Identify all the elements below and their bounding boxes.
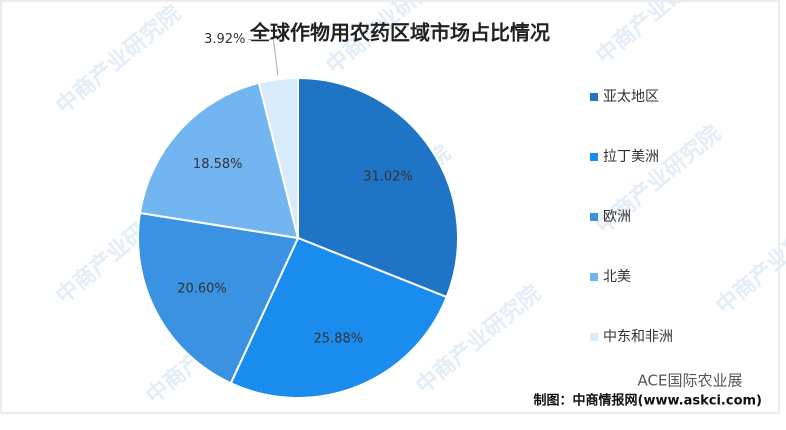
legend-label: 中东和非洲 <box>603 329 673 345</box>
leader-line <box>248 39 279 76</box>
pie-slice <box>138 81 300 240</box>
pie-slice <box>297 76 459 299</box>
pie-slice <box>257 76 299 239</box>
chart-title: 全球作物用农药区域市场占比情况 <box>249 21 550 45</box>
legend-label: 北美 <box>603 269 631 285</box>
legend-swatch <box>590 333 598 341</box>
legend-swatch <box>590 273 598 281</box>
data-label: 31.02% <box>363 169 413 184</box>
data-label: 20.60% <box>177 282 227 297</box>
badge: ACE国际农业展 <box>638 372 743 390</box>
legend-swatch <box>590 213 598 221</box>
data-label: 18.58% <box>193 157 243 172</box>
legend-swatch <box>590 93 598 101</box>
data-label: 25.88% <box>314 332 364 347</box>
pie-slice <box>229 236 448 399</box>
legend-label: 欧洲 <box>603 209 631 225</box>
legend-label: 拉丁美洲 <box>603 149 659 165</box>
pie-slice <box>137 211 300 385</box>
legend-label: 亚太地区 <box>603 89 659 105</box>
legend-swatch <box>590 153 598 161</box>
data-label: 3.92% <box>204 32 245 47</box>
source-note: 制图：中商情报网(www.askci.com) <box>534 393 762 409</box>
